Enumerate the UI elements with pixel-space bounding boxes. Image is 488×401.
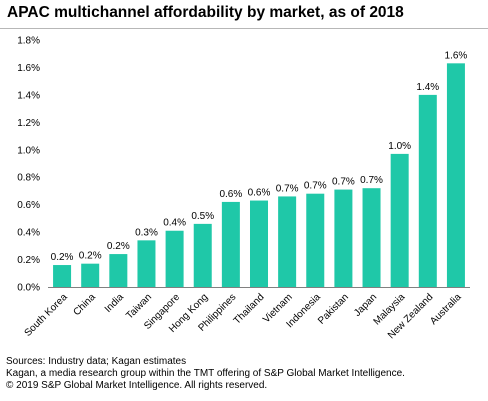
data-label: 0.7% [304, 181, 327, 192]
data-label: 0.3% [135, 227, 158, 238]
category-label: Thailand [232, 292, 267, 327]
y-tick-label: 1.8% [17, 36, 40, 47]
data-label: 1.6% [445, 50, 468, 61]
data-label: 0.2% [51, 252, 74, 263]
bar [306, 193, 325, 287]
category-label: Australia [428, 292, 464, 328]
bar-chart: 0.0% 0.2% 0.4% 0.6% 0.8% 1.0% 1.2% 1.4% 1.6% 1.8%… [17, 36, 470, 341]
data-label: 0.5% [191, 211, 214, 222]
y-tick-label: 1.6% [17, 63, 40, 74]
data-label: 0.7% [360, 175, 383, 186]
bar [418, 94, 437, 287]
y-tick-label: 1.4% [17, 90, 40, 101]
category-label: South Korea [23, 292, 70, 339]
bar [334, 189, 353, 287]
y-tick-label: 1.0% [17, 145, 40, 156]
bar [390, 153, 409, 287]
bar [221, 201, 240, 287]
bar [109, 254, 128, 287]
data-label: 0.6% [219, 189, 242, 200]
y-tick-label: 0.0% [17, 283, 40, 294]
footer-note: Kagan, a media research group within the… [6, 368, 405, 379]
data-label: 1.0% [388, 141, 411, 152]
category-label: Japan [352, 292, 379, 319]
bar [165, 230, 184, 287]
chart-title: APAC multichannel affordability by marke… [7, 4, 404, 21]
y-tick-label: 0.2% [17, 255, 40, 266]
bar [446, 63, 465, 288]
data-label: 0.2% [79, 251, 102, 262]
data-label: 0.2% [107, 241, 130, 252]
bar [249, 200, 269, 287]
y-tick-label: 1.2% [17, 118, 40, 129]
category-label: Pakistan [316, 292, 351, 327]
y-tick-label: 0.4% [17, 228, 40, 239]
bar [53, 265, 72, 287]
data-label: 0.7% [276, 183, 299, 194]
bar [278, 196, 297, 287]
title-divider [0, 28, 488, 29]
bar [193, 223, 212, 287]
bar [81, 263, 100, 287]
data-label: 0.6% [248, 188, 271, 199]
bar [137, 240, 156, 287]
category-label: China [72, 292, 99, 319]
footer-copyright: © 2019 S&P Global Market Intelligence. A… [6, 380, 268, 391]
data-label: 1.4% [416, 82, 439, 93]
category-label: India [103, 292, 126, 315]
footer-sources: Sources: Industry data; Kagan estimates [6, 356, 187, 367]
data-label: 0.4% [163, 218, 186, 229]
bar [362, 188, 381, 287]
chart-footer: Sources: Industry data; Kagan estimates … [6, 356, 405, 392]
y-tick-label: 0.8% [17, 173, 40, 184]
data-label: 0.7% [332, 177, 355, 188]
y-tick-label: 0.6% [17, 200, 40, 211]
